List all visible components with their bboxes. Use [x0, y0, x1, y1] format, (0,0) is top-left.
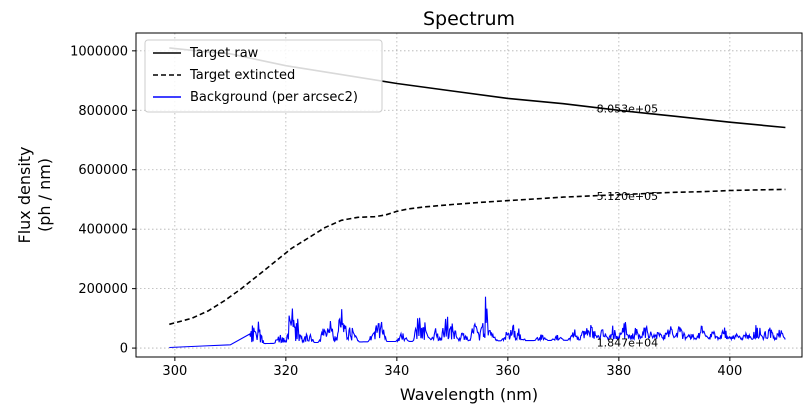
legend-label-target-raw: Target raw [189, 46, 259, 61]
plot-frame [135, 32, 803, 358]
x-tick-label: 300 [162, 364, 187, 379]
y-axis-ticks: 0 200000 400000 600000 800000 1000000 [70, 44, 136, 357]
y-tick-label: 0 [120, 342, 128, 357]
series-line-target-extincted [169, 188, 786, 326]
legend: Target raw Target extincted Background (… [144, 39, 383, 113]
series-line-background [169, 296, 786, 349]
legend-label-background: Background (per arcsec2) [190, 90, 358, 105]
annotation-layer: 8.053e+05 5.120e+05 1.847e+04 [597, 103, 658, 350]
y-tick-label: 800000 [78, 104, 128, 119]
data-annotation: 5.120e+05 [597, 190, 658, 203]
x-axis-label: Wavelength (nm) [400, 385, 538, 404]
x-tick-label: 400 [717, 364, 742, 379]
data-annotation: 8.053e+05 [597, 103, 658, 116]
legend-label-target-extincted: Target extincted [189, 68, 295, 83]
x-axis-ticks: 300 320 340 360 380 400 [162, 357, 742, 379]
grid-lines [136, 33, 802, 357]
x-tick-label: 380 [606, 364, 631, 379]
y-tick-label: 1000000 [70, 44, 128, 59]
y-axis-label-line-1: Flux density [15, 146, 34, 243]
y-tick-label: 200000 [78, 282, 128, 297]
x-tick-label: 360 [495, 364, 520, 379]
chart-title: Spectrum [423, 8, 515, 30]
x-tick-label: 340 [384, 364, 409, 379]
y-axis-label: Flux density (ph / nm) [15, 146, 54, 243]
x-tick-label: 320 [273, 364, 298, 379]
y-tick-label: 400000 [78, 223, 128, 238]
legend-box [144, 39, 383, 113]
data-annotation: 1.847e+04 [597, 337, 658, 350]
y-tick-label: 600000 [78, 163, 128, 178]
y-axis-label-line-2: (ph / nm) [35, 158, 54, 232]
